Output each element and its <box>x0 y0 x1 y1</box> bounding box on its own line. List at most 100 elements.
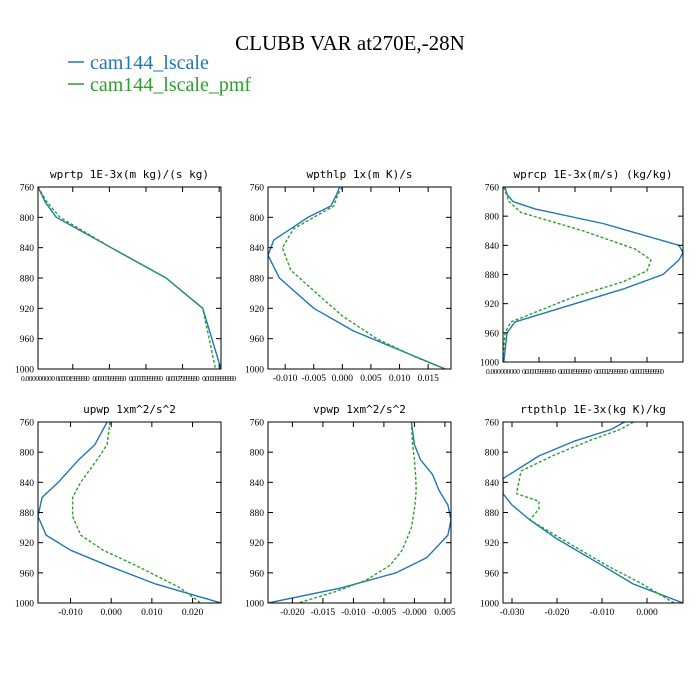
x-tick-label: 0.010 <box>389 374 411 384</box>
y-tick-label: 1000 <box>480 600 499 610</box>
y-tick-label: 1000 <box>245 600 264 610</box>
y-tick-label: 920 <box>485 539 500 549</box>
y-tick-label: 880 <box>20 509 35 519</box>
y-tick-label: 800 <box>485 213 500 223</box>
x-tick-label: -0.000 <box>402 608 427 618</box>
series-line-lscale-pmf <box>503 187 652 362</box>
x-tick-label: 0.000079999990 <box>166 374 200 383</box>
series-group <box>503 422 683 603</box>
y-tick-label: 1000 <box>15 366 34 376</box>
panels: wprtp 1E-3x(m kg)/(s kg) 760 800 840 880 920 9… <box>15 168 684 618</box>
x-tick-label: -0.010 <box>341 608 366 618</box>
x-tick-label: 0.000019999990 <box>56 374 90 383</box>
panel-title: vpwp 1xm^2/s^2 <box>313 403 406 416</box>
x-tick-label: 0.005 <box>434 608 456 618</box>
series-line-lscale-pmf <box>515 422 675 603</box>
y-tick-label: 800 <box>20 449 35 459</box>
x-tick-label: -0.010 <box>58 608 83 618</box>
panel-title: rtpthlp 1E-3x(kg K)/kg <box>520 403 666 416</box>
y-tick-label: 920 <box>485 300 500 310</box>
y-tick-label: 1000 <box>245 366 264 376</box>
y-tick-label: 760 <box>485 419 500 429</box>
y-tick-label: 960 <box>20 335 35 345</box>
y-tick-label: 840 <box>250 244 265 254</box>
panel-3: upwp 1xm^2/s^2 760 800 840 880 920 960 1000 -0.0… <box>15 403 222 618</box>
y-tick-label: 760 <box>250 419 265 429</box>
panel-1: wpthlp 1x(m K)/s 760 800 840 880 920 960 1000 -0… <box>245 168 452 384</box>
y-tick-label: 840 <box>485 242 500 252</box>
y-tick-label: 920 <box>20 305 35 315</box>
x-tick-label: 0.020 <box>182 608 204 618</box>
panel-title: wprcp 1E-3x(m/s) (kg/kg) <box>514 168 673 181</box>
x-tick-label: -0.020 <box>280 608 305 618</box>
panel-4: vpwp 1xm^2/s^2 760 800 840 880 920 960 1000 -0.0… <box>245 403 456 618</box>
x-tick-label: -0.030 <box>500 608 525 618</box>
x-tick-label: 0.000 <box>636 608 658 618</box>
y-tick-label: 840 <box>485 479 500 489</box>
y-tick-label: 960 <box>250 335 265 345</box>
x-tick-label: -0.005 <box>301 374 326 384</box>
x-tick-label: -0.005 <box>372 608 397 618</box>
series-line-lscale-pmf <box>281 187 446 369</box>
series-line-lscale <box>503 187 683 362</box>
x-tick-label: 0.015 <box>417 374 439 384</box>
x-tick-label: 0.000019999990 <box>558 367 592 376</box>
panel-title: wpthlp 1x(m K)/s <box>307 168 413 181</box>
series-line-lscale-pmf <box>38 187 217 369</box>
y-tick-label: 760 <box>485 184 500 194</box>
panel-2: wprcp 1E-3x(m/s) (kg/kg) 760 800 840 880 920 9… <box>480 168 684 376</box>
x-tick-label: -0.010 <box>273 374 298 384</box>
series-group <box>38 422 221 603</box>
legend: cam144_lscale cam144_lscale_pmf <box>68 52 251 96</box>
y-tick-label: 880 <box>485 509 500 519</box>
y-tick-label: 920 <box>250 305 265 315</box>
legend-label-lscale: cam144_lscale <box>90 52 209 74</box>
y-tick-label: 800 <box>250 449 265 459</box>
series-group <box>38 187 221 369</box>
series-group <box>503 187 683 362</box>
panel-0: wprtp 1E-3x(m kg)/(s kg) 760 800 840 880 920 9… <box>15 168 236 383</box>
series-line-lscale-pmf <box>298 422 417 603</box>
x-tick-label: 0.000029999990 <box>594 367 628 376</box>
y-tick-label: 840 <box>20 479 35 489</box>
x-tick-label: 0.000039999990 <box>630 367 664 376</box>
y-tick-label: 760 <box>250 184 265 194</box>
y-tick-label: 880 <box>20 275 35 285</box>
y-tick-label: 880 <box>250 275 265 285</box>
y-tick-label: 960 <box>20 569 35 579</box>
y-tick-label: 960 <box>485 569 500 579</box>
panel-5: rtpthlp 1E-3x(kg K)/kg 760 800 840 880 920 960… <box>480 403 684 618</box>
x-tick-label: 0.000000000 <box>486 367 520 376</box>
y-tick-label: 1000 <box>480 359 499 369</box>
x-tick-label: 0.000 <box>101 608 123 618</box>
x-tick-label: -0.015 <box>311 608 336 618</box>
y-tick-label: 840 <box>250 479 265 489</box>
y-tick-label: 760 <box>20 184 35 194</box>
panel-title: wprtp 1E-3x(m kg)/(s kg) <box>50 168 209 181</box>
x-tick-label: 0.000009999990 <box>522 367 556 376</box>
panel-title: upwp 1xm^2/s^2 <box>83 403 176 416</box>
x-tick-label: 0.000 <box>332 374 354 384</box>
y-tick-label: 800 <box>250 214 265 224</box>
y-tick-label: 920 <box>20 539 35 549</box>
y-tick-label: 920 <box>250 539 265 549</box>
y-tick-label: 760 <box>20 419 35 429</box>
x-tick-label: -0.020 <box>545 608 570 618</box>
y-tick-label: 880 <box>250 509 265 519</box>
series-line-lscale <box>38 422 221 603</box>
x-tick-label: 0.000039999990 <box>92 374 126 383</box>
y-tick-label: 960 <box>485 329 500 339</box>
figure-title: CLUBB VAR at270E,-28N <box>235 31 465 55</box>
y-tick-label: 880 <box>485 271 500 281</box>
x-tick-label: 0.000099999990 <box>202 374 236 383</box>
x-tick-label: 0.000059999990 <box>129 374 163 383</box>
y-tick-label: 800 <box>20 214 35 224</box>
y-tick-label: 800 <box>485 449 500 459</box>
x-tick-label: 0.010 <box>141 608 163 618</box>
x-tick-label: 0.005 <box>360 374 382 384</box>
x-tick-label: 0.000000000 <box>21 374 55 383</box>
y-tick-label: 1000 <box>15 600 34 610</box>
x-tick-label: -0.010 <box>590 608 615 618</box>
y-tick-label: 840 <box>20 244 35 254</box>
